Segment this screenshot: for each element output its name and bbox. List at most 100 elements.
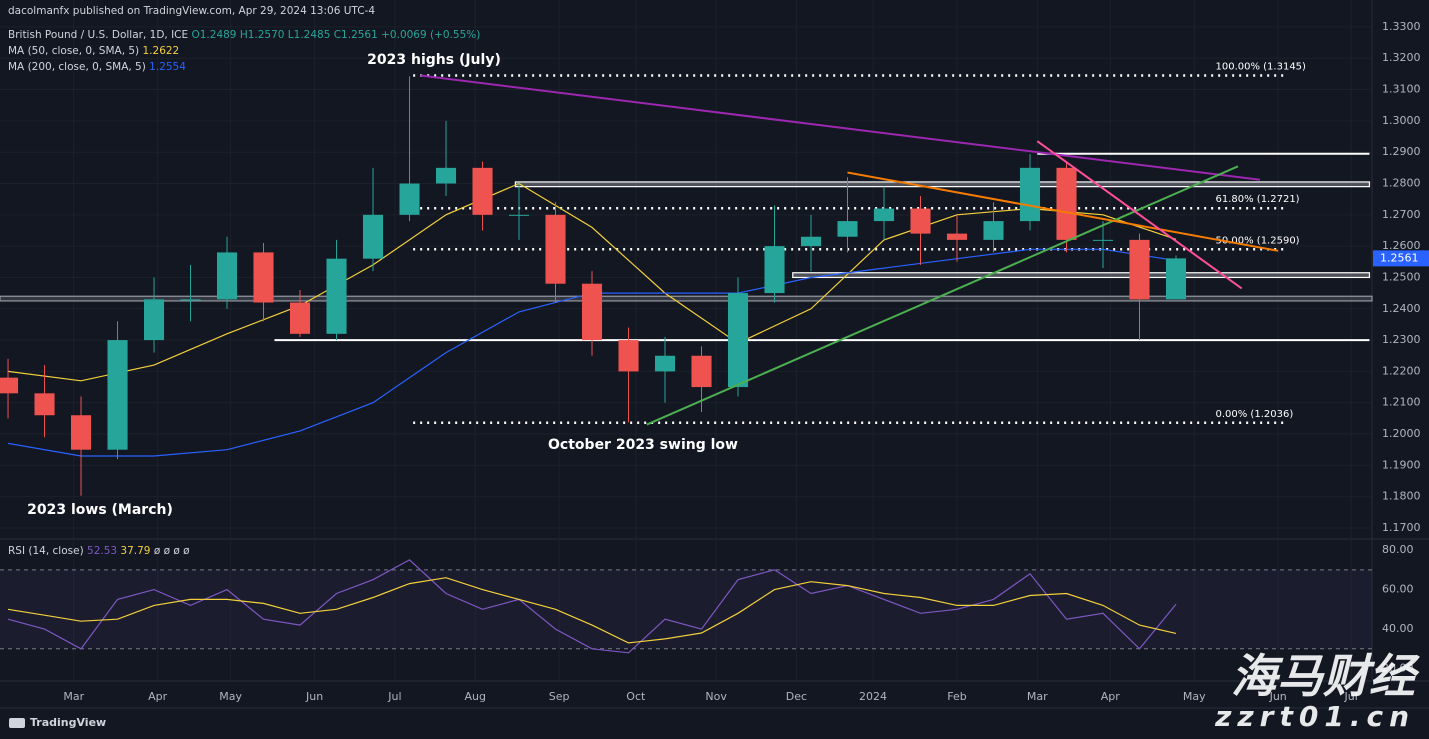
y-tick-label: 60.00 xyxy=(1382,583,1414,596)
rsi-band xyxy=(0,569,1372,649)
y-tick-label: 80.00 xyxy=(1382,543,1414,556)
y-tick-label: 1.2600 xyxy=(1382,239,1421,252)
y-tick-label: 1.3100 xyxy=(1382,83,1421,96)
candle-body xyxy=(326,258,347,334)
candle-body xyxy=(1056,167,1077,240)
symbol-line: British Pound / U.S. Dollar, 1D, ICE O1.… xyxy=(8,29,480,41)
candle-body xyxy=(764,246,785,294)
candle-body xyxy=(1165,258,1187,300)
candle-body xyxy=(0,377,19,394)
watermark-title: 海马财经 xyxy=(1231,649,1415,703)
fib-label: 50.00% (1.2590) xyxy=(1215,235,1299,246)
legend-value: 52.53 xyxy=(87,545,118,557)
y-tick-label: 1.2900 xyxy=(1382,145,1421,158)
trendline xyxy=(1036,140,1243,290)
x-tick-label: May xyxy=(1183,690,1206,703)
candle-body xyxy=(946,233,968,240)
candle-body xyxy=(691,355,712,388)
legend-value: 1.2554 xyxy=(149,61,186,73)
x-tick-label: Feb xyxy=(947,690,966,703)
y-tick-label: 1.2000 xyxy=(1382,427,1421,440)
candle-body xyxy=(399,183,420,215)
x-tick-label: Sep xyxy=(549,690,570,703)
ohlc: O1.2489 H1.2570 L1.2485 C1.2561 +0.0069 … xyxy=(191,29,481,41)
candle-body xyxy=(180,299,201,301)
candle-body xyxy=(435,167,457,184)
rsi-line xyxy=(7,559,1177,654)
candle-body xyxy=(107,340,128,450)
candle-body xyxy=(253,252,274,303)
candle-body xyxy=(873,208,895,222)
zone xyxy=(0,295,1373,302)
y-tick-label: 1.2300 xyxy=(1382,333,1421,346)
fib-label: 100.00% (1.3145) xyxy=(1215,61,1306,72)
y-tick-label: 1.1700 xyxy=(1382,521,1421,534)
annotation: October 2023 swing low xyxy=(548,437,738,453)
y-tick-label: 1.3000 xyxy=(1382,114,1421,127)
rsi-legend: RSI (14, close) 52.53 37.79 ø ø ø ø xyxy=(8,545,190,557)
ma200-legend: MA (200, close, 0, SMA, 5) 1.2554 xyxy=(8,61,186,73)
x-tick-label: Aug xyxy=(464,690,485,703)
y-tick-label: 1.3200 xyxy=(1382,51,1421,64)
candle-body xyxy=(800,236,822,247)
y-tick-label: 1.1900 xyxy=(1382,458,1421,471)
candle-body xyxy=(34,393,55,416)
y-tick-label: 1.2700 xyxy=(1382,208,1421,221)
watermark-url: zzrt01.cn xyxy=(1215,700,1415,733)
x-tick-label: Jul xyxy=(1344,690,1358,703)
y-tick-label: 20.00 xyxy=(1382,662,1414,675)
candle-body xyxy=(1129,239,1150,300)
y-tick-label: 1.2400 xyxy=(1382,302,1421,315)
candle-body xyxy=(362,214,384,259)
x-tick-label: May xyxy=(219,690,242,703)
candle-body xyxy=(910,208,931,234)
placeholders: ø ø ø ø xyxy=(153,545,190,557)
candle-body xyxy=(618,340,639,372)
x-tick-label: Jul xyxy=(387,690,401,703)
candle-body xyxy=(289,302,311,334)
x-tick-label: Dec xyxy=(786,690,807,703)
zone xyxy=(792,272,1371,279)
candle-body xyxy=(1019,167,1041,222)
trendline xyxy=(847,171,1279,252)
x-tick-label: Apr xyxy=(148,690,168,703)
x-tick-label: Mar xyxy=(63,690,84,703)
fib-label: 61.80% (1.2721) xyxy=(1215,194,1299,205)
x-tick-label: Jun xyxy=(305,690,323,703)
x-tick-label: Mar xyxy=(1027,690,1048,703)
legend-name: MA (200, close, 0, SMA, 5) xyxy=(8,61,146,73)
x-tick-label: 2024 xyxy=(859,690,887,703)
y-tick-label: 1.2800 xyxy=(1382,177,1421,190)
y-tick-label: 1.2100 xyxy=(1382,396,1421,409)
y-tick-label: 1.2500 xyxy=(1382,270,1421,283)
candle-body xyxy=(654,355,676,372)
fib-label: 0.00% (1.2036) xyxy=(1215,409,1293,420)
x-tick-label: Apr xyxy=(1101,690,1121,703)
candle-body xyxy=(216,252,238,300)
brand-icon xyxy=(9,718,25,728)
symbol: British Pound / U.S. Dollar, 1D, ICE xyxy=(8,29,189,41)
y-tick-label: 1.3300 xyxy=(1382,20,1421,33)
annotation: 2023 highs (July) xyxy=(367,52,501,68)
trendline xyxy=(420,74,1261,181)
ma-line xyxy=(7,182,1177,382)
publisher: dacolmanfx published on TradingView.com,… xyxy=(8,5,375,17)
ma50-legend: MA (50, close, 0, SMA, 5) 1.2622 xyxy=(8,45,179,57)
brand: TradingView xyxy=(30,716,107,729)
candle-body xyxy=(143,299,165,341)
candle-body xyxy=(727,293,749,388)
legend-value: 1.2622 xyxy=(142,45,180,57)
legend-value: 37.79 xyxy=(120,545,151,557)
y-tick-label: 40.00 xyxy=(1382,622,1414,635)
price-label: 1.2561 xyxy=(1380,251,1419,264)
trendline xyxy=(646,165,1239,426)
x-tick-label: Jun xyxy=(1269,690,1287,703)
candle-body xyxy=(1092,239,1114,241)
x-tick-label: Oct xyxy=(626,690,646,703)
candle-body xyxy=(472,167,493,215)
candle-body xyxy=(581,283,603,341)
candle-body xyxy=(545,214,566,284)
rsi-title: RSI (14, close) xyxy=(8,545,84,557)
